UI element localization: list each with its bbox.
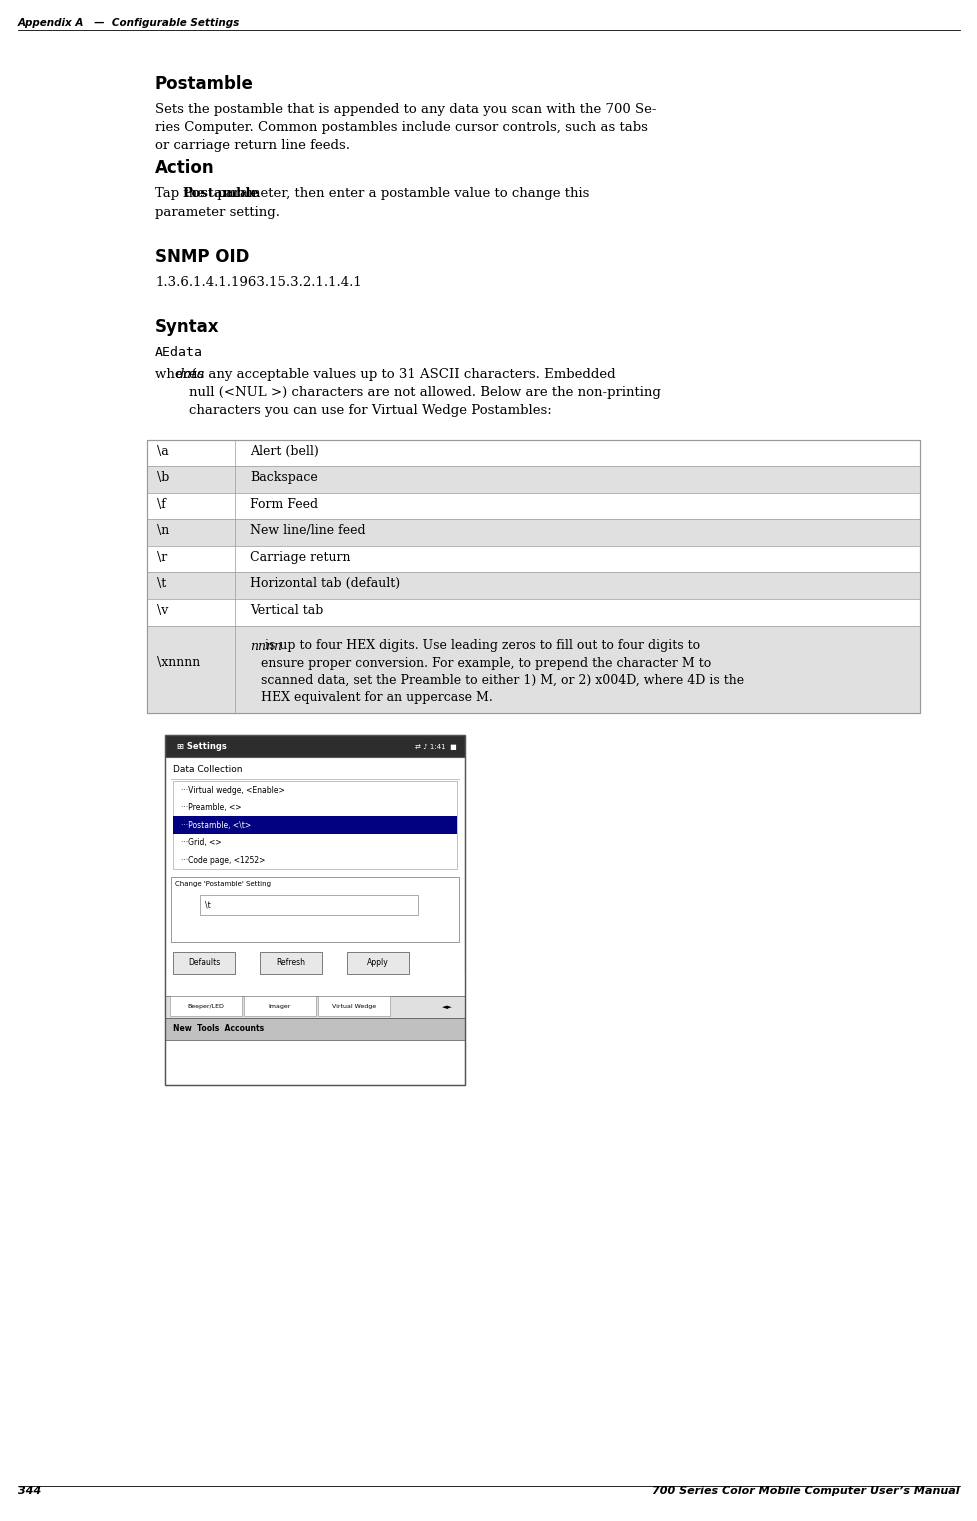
Text: \xnnnn: \xnnnn [157,656,200,669]
Text: \r: \r [157,551,167,564]
Text: Tap the: Tap the [154,187,209,199]
Text: Postamble: Postamble [154,75,254,93]
Text: is up to four HEX digits. Use leading zeros to fill out to four digits to
ensure: is up to four HEX digits. Use leading ze… [261,639,743,704]
Bar [165,736,464,1086]
Text: ◄►: ◄► [442,1004,452,1010]
Text: ⇄ ♪ 1:41  ■: ⇄ ♪ 1:41 ■ [415,744,456,750]
Text: \b: \b [157,472,169,484]
Text: Sets the postamble that is appended to any data you scan with the 700 Se-
ries C: Sets the postamble that is appended to a… [154,103,656,152]
Text: parameter setting.: parameter setting. [154,205,279,219]
Text: ···Virtual wedge, <Enable>: ···Virtual wedge, <Enable> [181,786,284,795]
Text: Imager: Imager [269,1004,291,1010]
Text: data: data [175,368,205,380]
Bar [173,817,456,834]
Text: ···Code page, <1252>: ···Code page, <1252> [181,856,265,865]
Text: ···Preamble, <>: ···Preamble, <> [181,803,241,812]
Text: is any acceptable values up to 31 ASCII characters. Embedded
null (<NUL >) chara: is any acceptable values up to 31 ASCII … [189,368,660,417]
Bar [347,952,408,973]
Text: Beeper/LED: Beeper/LED [188,1004,224,1010]
Bar [165,736,464,757]
Text: Defaults: Defaults [188,958,220,967]
Text: \t: \t [157,576,166,590]
Text: \n: \n [157,525,169,537]
Text: ⊞ Settings: ⊞ Settings [177,742,227,751]
Bar [147,440,919,713]
Text: Virtual Wedge: Virtual Wedge [331,1004,376,1010]
Text: ···Grid, <>: ···Grid, <> [181,838,222,847]
Text: Refresh: Refresh [276,958,305,967]
Text: nnnn: nnnn [250,639,281,653]
Text: \f: \f [157,497,166,511]
Text: New  Tools  Accounts: New Tools Accounts [173,1025,264,1033]
Text: Backspace: Backspace [250,472,318,484]
Bar [165,973,464,996]
Bar [165,996,464,1018]
Text: ···Postamble, <\t>: ···Postamble, <\t> [181,821,251,830]
Text: Form Feed: Form Feed [250,497,318,511]
Text: Horizontal tab (default): Horizontal tab (default) [250,576,400,590]
Text: Vertical tab: Vertical tab [250,604,323,616]
Bar [318,996,390,1016]
Bar [165,757,464,1086]
Text: Data Collection: Data Collection [173,765,242,774]
Bar [173,782,456,868]
Text: Syntax: Syntax [154,318,219,336]
Text: Action: Action [154,160,214,176]
Text: SNMP OID: SNMP OID [154,248,249,266]
Bar [260,952,321,973]
Text: \t: \t [205,900,210,910]
Bar [173,952,234,973]
Bar [165,1018,464,1040]
Text: New line/line feed: New line/line feed [250,525,365,537]
Bar [170,996,241,1016]
Text: AEdata: AEdata [154,345,203,359]
Text: parameter, then enter a postamble value to change this: parameter, then enter a postamble value … [213,187,589,199]
Bar [147,572,919,599]
Bar [147,520,919,546]
Text: 344: 344 [18,1486,41,1497]
Bar [147,467,919,493]
Bar [199,894,417,916]
Text: Carriage return: Carriage return [250,551,350,564]
Text: Apply: Apply [366,958,389,967]
Text: Alert (bell): Alert (bell) [250,444,319,458]
Text: \a: \a [157,444,169,458]
Bar [147,625,919,713]
Bar [243,996,316,1016]
Text: where: where [154,368,201,380]
Text: 700 Series Color Mobile Computer User’s Manual: 700 Series Color Mobile Computer User’s … [652,1486,959,1497]
Text: 1.3.6.1.4.1.1963.15.3.2.1.1.4.1: 1.3.6.1.4.1.1963.15.3.2.1.1.4.1 [154,275,361,289]
Text: Change 'Postamble' Setting: Change 'Postamble' Setting [175,881,271,887]
Bar [147,440,919,713]
Text: Appendix A   —  Configurable Settings: Appendix A — Configurable Settings [18,18,240,27]
FancyBboxPatch shape [171,878,458,941]
Text: Postamble: Postamble [182,187,259,199]
Text: \v: \v [157,604,168,616]
